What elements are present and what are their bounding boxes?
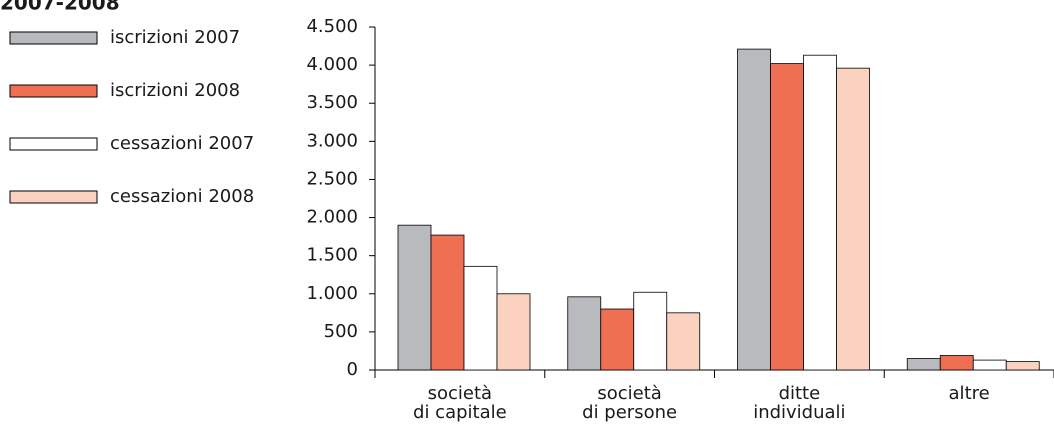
x-tick-label: altre — [949, 383, 990, 404]
x-tick-label: individuali — [753, 402, 845, 423]
legend-label: iscrizioni 2008 — [110, 80, 240, 101]
bar — [600, 308, 635, 371]
y-tick-label: 2.000 — [306, 207, 358, 228]
y-tick-label: 1.500 — [306, 245, 358, 266]
bar — [567, 296, 602, 371]
x-tick-label: società — [428, 383, 492, 404]
bar — [836, 67, 870, 371]
legend-swatch — [9, 84, 98, 98]
bar — [496, 293, 531, 371]
bar — [770, 63, 804, 371]
y-tick-label: 2.500 — [306, 168, 358, 189]
y-tick-label: 0 — [347, 359, 358, 380]
y-tick-label: 500 — [324, 321, 358, 342]
bar — [397, 224, 432, 371]
y-tick-label: 3.000 — [306, 130, 358, 151]
y-tick-label: 1.000 — [306, 283, 358, 304]
legend-swatch — [9, 137, 98, 151]
bar — [737, 48, 771, 371]
chart-title: 2007-2008 — [0, 0, 120, 15]
legend-swatch — [9, 190, 98, 204]
bar — [633, 291, 668, 371]
y-tick-label: 3.500 — [306, 92, 358, 113]
bar — [430, 234, 465, 371]
bar — [939, 355, 974, 371]
bar — [463, 265, 498, 371]
x-tick-label: di persone — [582, 402, 677, 423]
x-tick-label: di capitale — [413, 402, 507, 423]
bar — [803, 54, 837, 371]
bar — [906, 358, 941, 371]
y-tick-label: 4.500 — [306, 16, 358, 37]
x-tick-label: società — [597, 383, 661, 404]
legend-swatch — [9, 31, 98, 45]
x-tick-label: ditte — [779, 383, 821, 404]
bar — [666, 312, 701, 371]
legend-label: cessazioni 2007 — [110, 133, 254, 154]
legend-label: iscrizioni 2007 — [110, 27, 240, 48]
y-tick-label: 4.000 — [306, 54, 358, 75]
legend-label: cessazioni 2008 — [110, 186, 254, 207]
bar — [1005, 361, 1040, 371]
bar — [972, 359, 1007, 371]
